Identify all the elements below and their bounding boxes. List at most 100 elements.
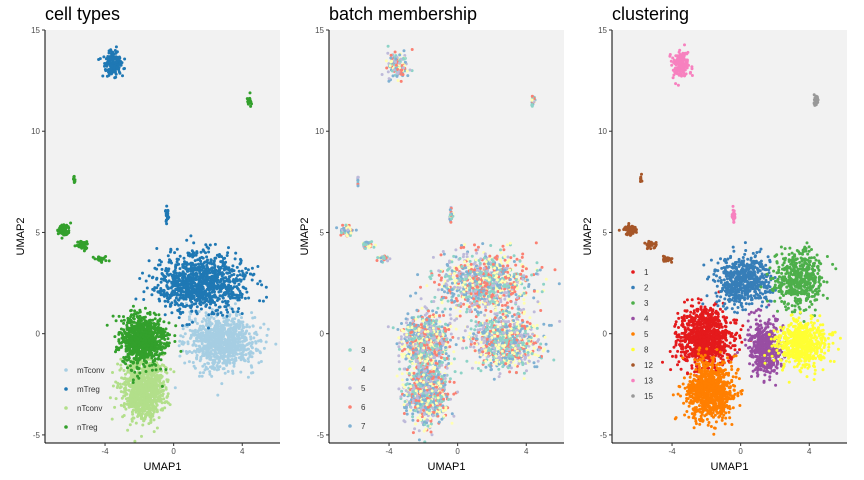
data-point-batch-4 (494, 343, 498, 347)
data-point-nTreg (153, 317, 157, 321)
data-point-mTconv (241, 350, 245, 354)
data-point-batch-7 (472, 332, 476, 336)
data-point-mTconv (249, 364, 253, 368)
data-point-mTconv (239, 321, 243, 325)
data-point-mTreg (258, 279, 262, 283)
data-point-mTreg (225, 314, 229, 318)
data-point-mTconv (205, 356, 209, 360)
data-point-mTconv (204, 311, 208, 315)
data-point-batch-4 (516, 331, 519, 335)
data-point-mTreg (164, 269, 168, 273)
data-point-nTconv (135, 396, 139, 400)
data-point-mTconv (173, 386, 177, 390)
data-point-batch-6 (473, 341, 477, 345)
data-point-mTconv (265, 333, 269, 337)
data-point-mTconv (225, 362, 229, 366)
data-point-nTconv (141, 423, 145, 427)
data-point-batch-5 (512, 322, 516, 326)
data-point-mTreg (240, 269, 244, 273)
y-tick-label: -5 (33, 431, 41, 440)
data-point-mTreg (191, 320, 194, 324)
data-point-nTreg (131, 331, 134, 335)
data-point-nTconv (169, 367, 173, 371)
data-point-nTreg (173, 340, 177, 343)
data-point-nTreg (124, 331, 128, 335)
data-point-nTconv (124, 383, 128, 387)
data-point-mTconv (249, 344, 253, 348)
data-point-mTconv (195, 333, 199, 337)
data-point-mTreg (174, 288, 178, 292)
data-point-mTreg (181, 289, 184, 293)
data-point-nTconv (119, 403, 123, 407)
data-point-mTconv (231, 369, 235, 373)
data-point-nTconv (149, 373, 153, 377)
data-point-nTreg (111, 314, 115, 318)
data-point-mTreg (159, 287, 163, 290)
data-point-mTreg (175, 257, 179, 261)
data-point-nTconv (148, 397, 152, 401)
data-point-mTreg (177, 303, 181, 307)
data-point-nTconv (122, 405, 126, 409)
data-point-nTreg (159, 367, 163, 371)
data-point-mTconv (211, 341, 215, 344)
data-point-mTreg (159, 293, 163, 297)
data-point-nTreg (246, 97, 250, 101)
data-point-mTreg (188, 277, 192, 281)
data-point-batch-5 (461, 346, 465, 350)
data-point-mTreg (199, 250, 203, 254)
data-point-nTconv (131, 412, 135, 416)
data-point-mTconv (191, 329, 195, 333)
data-point-nTconv (133, 439, 137, 443)
data-point-mTconv (227, 345, 231, 349)
data-point-mTreg (115, 65, 118, 69)
data-point-mTreg (231, 310, 235, 314)
data-point-mTreg (238, 273, 242, 277)
data-point-nTreg (151, 348, 154, 352)
data-point-mTconv (201, 347, 205, 351)
data-point-nTreg (127, 332, 131, 336)
data-point-mTconv (190, 351, 194, 355)
data-point-mTconv (230, 358, 234, 361)
data-point-mTreg (240, 295, 244, 299)
x-tick-label: 0 (171, 447, 176, 456)
data-point-mTconv (250, 311, 254, 315)
y-tick-label: 15 (31, 26, 40, 35)
data-point-mTreg (174, 271, 177, 275)
legend-label-mTconv: mTconv (77, 366, 105, 375)
data-point-nTreg (157, 313, 161, 317)
data-point-nTconv (139, 391, 143, 395)
data-point-batch-3 (552, 358, 556, 362)
data-point-batch-4 (532, 346, 536, 350)
data-point-mTconv (181, 327, 185, 331)
data-point-mTreg (166, 209, 170, 213)
data-point-nTreg (117, 314, 121, 318)
data-point-mTreg (199, 303, 203, 307)
data-point-batch-7 (532, 361, 536, 365)
data-point-nTreg (67, 229, 71, 233)
legend-key-mTconv (64, 368, 68, 372)
data-point-nTconv (129, 371, 133, 375)
data-point-mTconv (201, 364, 205, 368)
data-point-mTreg (164, 267, 168, 270)
data-point-nTreg (153, 359, 157, 363)
data-point-mTconv (245, 325, 249, 329)
data-point-nTreg (150, 353, 154, 357)
data-point-mTreg (174, 263, 178, 267)
data-point-mTconv (192, 349, 196, 353)
legend-label-nTconv: nTconv (77, 404, 102, 413)
data-point-batch-6 (539, 309, 543, 312)
data-point-nTconv (123, 389, 127, 393)
data-point-nTreg (137, 367, 141, 370)
data-point-batch-4 (528, 316, 532, 320)
data-point-batch-5 (517, 340, 521, 344)
data-point-nTconv (141, 384, 145, 388)
data-point-mTreg (238, 278, 242, 282)
data-point-mTreg (162, 291, 166, 295)
data-point-nTconv (116, 381, 120, 385)
data-point-batch-6 (462, 339, 466, 343)
data-point-mTreg (178, 307, 182, 311)
data-point-mTreg (107, 58, 110, 61)
data-point-mTreg (209, 279, 213, 283)
data-point-mTreg (118, 56, 122, 60)
data-point-mTreg (160, 272, 164, 275)
